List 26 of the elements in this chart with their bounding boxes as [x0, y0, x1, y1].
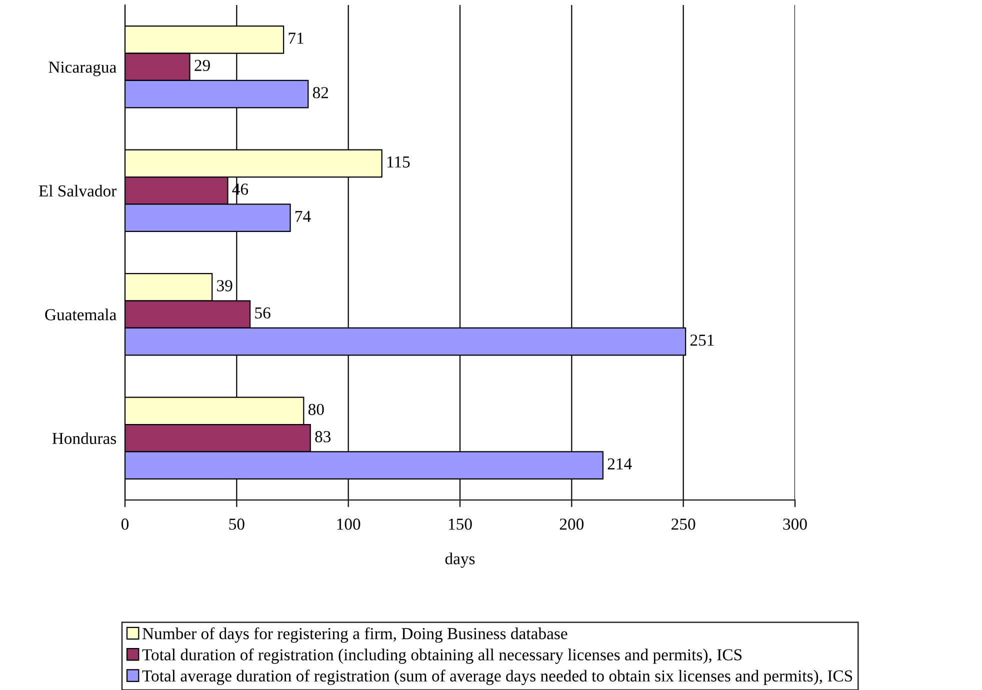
data-label: 29	[194, 60, 210, 72]
data-label: 39	[217, 280, 232, 292]
legend-label: Total duration of registration (including obtaining all necessary licenses and permits), ICS	[142, 648, 742, 664]
data-label: 74	[296, 210, 311, 222]
data-label: 214	[608, 458, 632, 470]
x-tick-label: 150	[448, 518, 472, 530]
y-tick-label: Nicaragua	[48, 62, 116, 76]
x-tick-label: 200	[560, 518, 584, 530]
data-label: 82	[312, 87, 328, 98]
x-tick-label: 300	[783, 518, 807, 530]
y-tick-label: Guatemala	[45, 308, 116, 320]
data-label: 251	[690, 334, 714, 346]
data-label: 71	[288, 32, 304, 44]
y-tick-label: Honduras	[52, 432, 116, 444]
legend-label: Total average duration of registration (sum of average days needed to obtain six licenses and permits), ICS	[142, 670, 852, 685]
data-label: 83	[315, 431, 331, 442]
y-tick-label: El Salvador	[38, 184, 117, 197]
x-tick-label: 250	[672, 518, 696, 530]
x-tick-label: 100	[337, 518, 360, 530]
data-label: 56	[255, 307, 270, 319]
x-tick-label: 50	[229, 518, 244, 530]
data-label: 115	[387, 156, 410, 168]
x-axis-title: days	[445, 552, 475, 568]
data-label: 80	[308, 404, 324, 416]
x-tick-label: 0	[121, 518, 129, 530]
legend-label: Number of days for registering a firm, Doing Business database	[142, 627, 568, 643]
